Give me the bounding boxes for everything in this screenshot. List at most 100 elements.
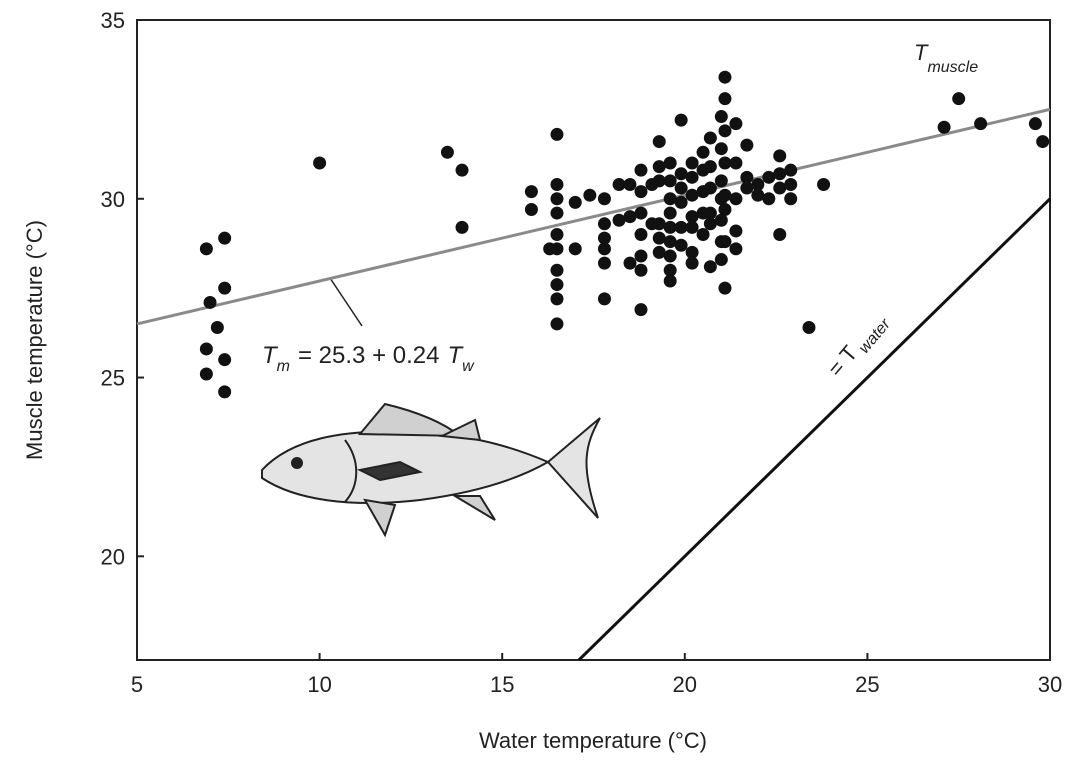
point (663, 192, 677, 206)
point (440, 145, 454, 159)
point (634, 163, 648, 177)
point (952, 92, 966, 106)
point (597, 292, 611, 306)
point (455, 220, 469, 234)
point (718, 235, 732, 249)
point (703, 160, 717, 174)
line (136, 107, 1051, 326)
point (550, 263, 564, 277)
point (740, 138, 754, 152)
point (703, 217, 717, 231)
point (634, 303, 648, 317)
point (762, 170, 776, 184)
point (652, 160, 666, 174)
point (674, 238, 688, 252)
annotation-pointer (329, 277, 363, 327)
plot-frame (136, 19, 1051, 661)
point (597, 231, 611, 245)
point (718, 188, 732, 202)
point (663, 235, 677, 249)
point (696, 228, 710, 242)
point (313, 156, 327, 170)
point (210, 320, 224, 334)
point (199, 342, 213, 356)
x-tick-label: 20 (673, 672, 697, 697)
point (817, 177, 831, 191)
point (199, 367, 213, 381)
point (612, 213, 626, 227)
point (685, 170, 699, 184)
annotation-part: T (447, 342, 464, 369)
point (550, 228, 564, 242)
point (718, 124, 732, 138)
point (623, 210, 637, 224)
point (674, 181, 688, 195)
point (718, 202, 732, 216)
y-tick-label: 25 (101, 366, 125, 391)
point (718, 156, 732, 170)
point (974, 117, 988, 131)
x-tick-label: 10 (307, 672, 331, 697)
point (685, 210, 699, 224)
point (634, 206, 648, 220)
point (718, 92, 732, 106)
point (550, 177, 564, 191)
point (663, 156, 677, 170)
muscle-label: Tmuscle (914, 40, 978, 76)
point (703, 181, 717, 195)
y-axis-label: Muscle temperature (°C) (22, 220, 47, 460)
point (714, 174, 728, 188)
point (597, 256, 611, 270)
point (1028, 117, 1042, 131)
point (685, 220, 699, 234)
point (751, 188, 765, 202)
point (703, 260, 717, 274)
point (597, 217, 611, 231)
point (674, 220, 688, 234)
point (663, 174, 677, 188)
point (937, 120, 951, 134)
point (663, 206, 677, 220)
y-tick-label: 35 (101, 8, 125, 33)
point (773, 167, 787, 181)
point (652, 217, 666, 231)
point (784, 192, 798, 206)
point (714, 253, 728, 267)
point (652, 135, 666, 149)
point (634, 228, 648, 242)
point (674, 167, 688, 181)
point (623, 256, 637, 270)
point (714, 110, 728, 124)
point (1036, 135, 1050, 149)
point (218, 353, 232, 367)
point (696, 145, 710, 159)
point (550, 278, 564, 292)
point (729, 156, 743, 170)
point (612, 177, 626, 191)
point (663, 274, 677, 288)
x-tick-label: 15 (490, 672, 514, 697)
point (652, 245, 666, 259)
point (652, 231, 666, 245)
point (583, 188, 597, 202)
x-tick-label: 30 (1038, 672, 1062, 697)
point (718, 70, 732, 84)
point (652, 174, 666, 188)
point (740, 181, 754, 195)
point (524, 185, 538, 199)
annotation-part: T (262, 342, 279, 369)
point (773, 228, 787, 242)
point (568, 242, 582, 256)
point (674, 113, 688, 127)
point (751, 177, 765, 191)
point (729, 242, 743, 256)
point (685, 245, 699, 259)
point (729, 192, 743, 206)
point (802, 320, 816, 334)
point (718, 281, 732, 295)
x-tick-label: 25 (855, 672, 879, 697)
point (203, 295, 217, 309)
point (199, 242, 213, 256)
point (597, 242, 611, 256)
